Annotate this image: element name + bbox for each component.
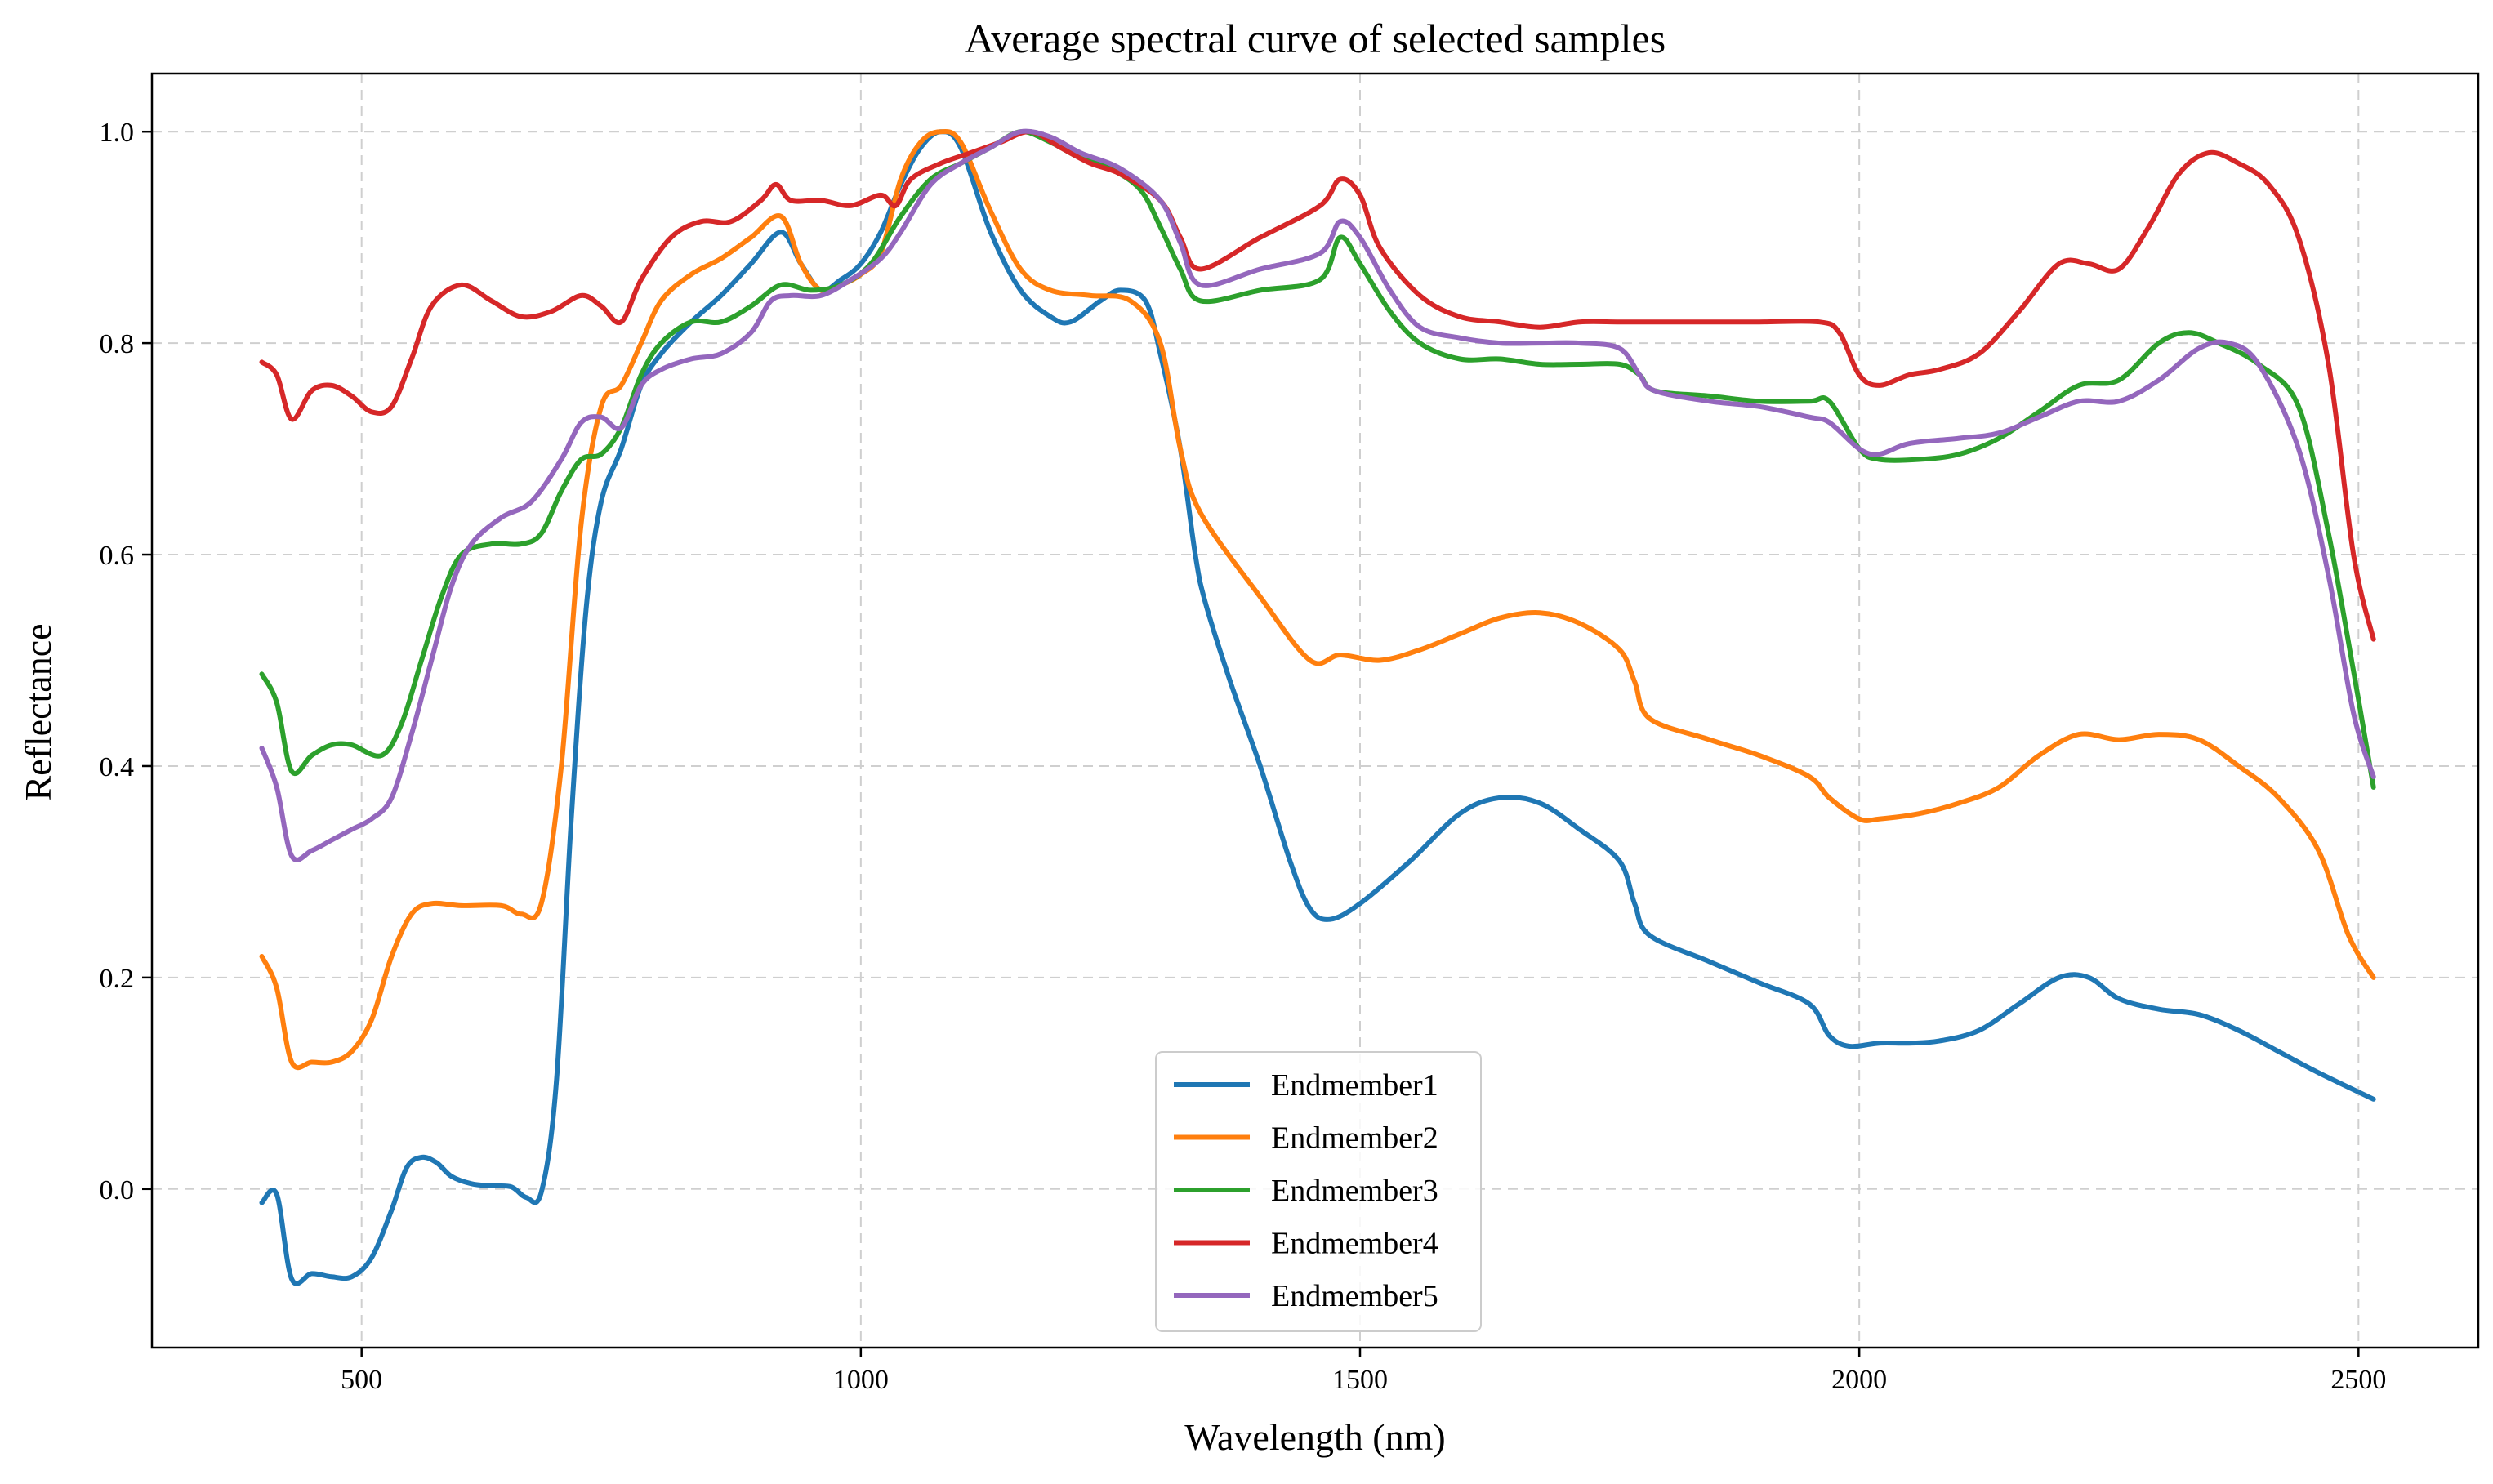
y-tick-label: 0.6 xyxy=(100,541,135,571)
y-tick-label: 0.2 xyxy=(100,964,135,994)
legend-label-endmember1: Endmember1 xyxy=(1271,1068,1438,1103)
legend-label-endmember2: Endmember2 xyxy=(1271,1121,1438,1156)
legend: Endmember1 Endmember2 Endmember3 Endmember4… xyxy=(1155,1051,1482,1332)
y-axis-label: Reflectance xyxy=(17,623,59,800)
y-tick-label: 1.0 xyxy=(100,118,135,148)
chart-title: Average spectral curve of selected sampl… xyxy=(965,16,1666,61)
y-tick-label: 0.8 xyxy=(100,329,135,359)
series-layer xyxy=(259,128,2376,1286)
x-tick-label: 1000 xyxy=(833,1365,889,1395)
x-axis-label: Wavelength (nm) xyxy=(1184,1416,1445,1458)
x-tick-label: 2500 xyxy=(2330,1365,2386,1395)
series-line-endmember1 xyxy=(259,129,2376,1286)
legend-label-endmember4: Endmember4 xyxy=(1271,1227,1438,1261)
series-line-endmember5 xyxy=(259,128,2376,862)
x-tick-label: 500 xyxy=(341,1365,382,1395)
y-tick-label: 0.4 xyxy=(100,752,135,782)
legend-label-endmember3: Endmember3 xyxy=(1271,1174,1438,1208)
x-tick-label: 2000 xyxy=(1831,1365,1887,1395)
tick-layer: 500 1000 1500 2000 2500 0.0 0.2 0.4 0.6 0.8 1.0 xyxy=(100,118,2387,1395)
y-tick-label: 0.0 xyxy=(100,1175,135,1205)
legend-label-endmember5: Endmember5 xyxy=(1271,1279,1438,1313)
legend-box xyxy=(1155,1051,1482,1332)
series-line-endmember2 xyxy=(259,128,2376,1071)
plot-frame xyxy=(150,72,2480,1349)
x-tick-label: 1500 xyxy=(1332,1365,1388,1395)
